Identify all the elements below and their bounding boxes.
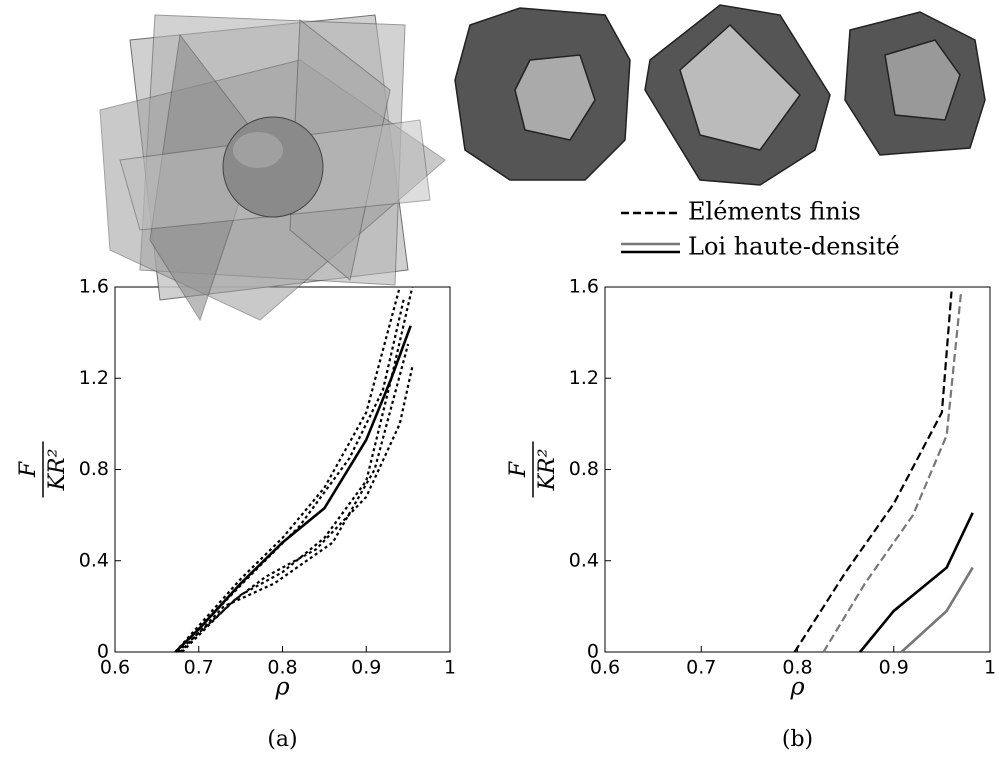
- data-line: [900, 566, 974, 653]
- y-tick-label: 0.4: [569, 549, 599, 571]
- x-tick-label: 1: [444, 657, 456, 679]
- x-tick-label: 0.7: [184, 657, 214, 679]
- data-line: [822, 291, 963, 653]
- caption: (a): [267, 727, 297, 752]
- x-axis-label: ρ: [789, 673, 804, 701]
- y-tick-label: 0: [587, 641, 599, 663]
- x-tick-label: 0.6: [590, 657, 620, 679]
- x-tick-label: 0.9: [351, 657, 381, 679]
- x-tick-label: 0.8: [782, 657, 812, 679]
- y-tick-label: 1.6: [79, 276, 109, 298]
- y-tick-label: 1.2: [569, 367, 599, 389]
- data-line: [179, 343, 410, 653]
- y-axis-label-numerator: F: [506, 461, 531, 478]
- x-axis-label: ρ: [274, 673, 289, 701]
- x-tick-label: 1: [984, 657, 996, 679]
- x-tick-label: 0.8: [267, 657, 297, 679]
- data-line: [174, 286, 401, 653]
- cube-illustration: [99, 14, 446, 322]
- plot: 0.6 0.7 0.8 0.9 1 0 0.4 0.8 1.2 1.6 ρ F KR² (a): [16, 276, 456, 753]
- x-tick-label: 0.6: [100, 657, 130, 679]
- data-line: [181, 366, 414, 653]
- y-tick-label: 0.8: [79, 458, 109, 480]
- data-line: [793, 291, 953, 653]
- y-axis-label-numerator: F: [16, 461, 41, 478]
- plot-frame: [114, 286, 451, 653]
- polyhedra-illustration: [454, 4, 986, 186]
- data-line: [177, 286, 414, 653]
- legend-label: Loi haute-densité: [688, 233, 900, 261]
- data-line: [859, 512, 974, 653]
- plot: 0.6 0.7 0.8 0.9 1 0 0.4 0.8 1.2 1.6 ρ F KR² (b): [506, 276, 996, 753]
- data-line: [175, 298, 406, 653]
- data-line: [174, 325, 412, 653]
- y-axis-label-denominator: KR²: [45, 449, 70, 492]
- plot-frame: [604, 286, 991, 653]
- y-axis-label-denominator: KR²: [535, 449, 560, 492]
- y-tick-label: 1.6: [569, 276, 599, 298]
- x-tick-label: 0.9: [879, 657, 909, 679]
- x-tick-label: 0.7: [686, 657, 716, 679]
- caption: (b): [782, 727, 813, 752]
- y-tick-label: 0: [97, 641, 109, 663]
- y-tick-label: 0.4: [79, 549, 109, 571]
- legend-label: Eléments finis: [688, 198, 861, 226]
- y-tick-label: 1.2: [79, 367, 109, 389]
- y-tick-label: 0.8: [569, 458, 599, 480]
